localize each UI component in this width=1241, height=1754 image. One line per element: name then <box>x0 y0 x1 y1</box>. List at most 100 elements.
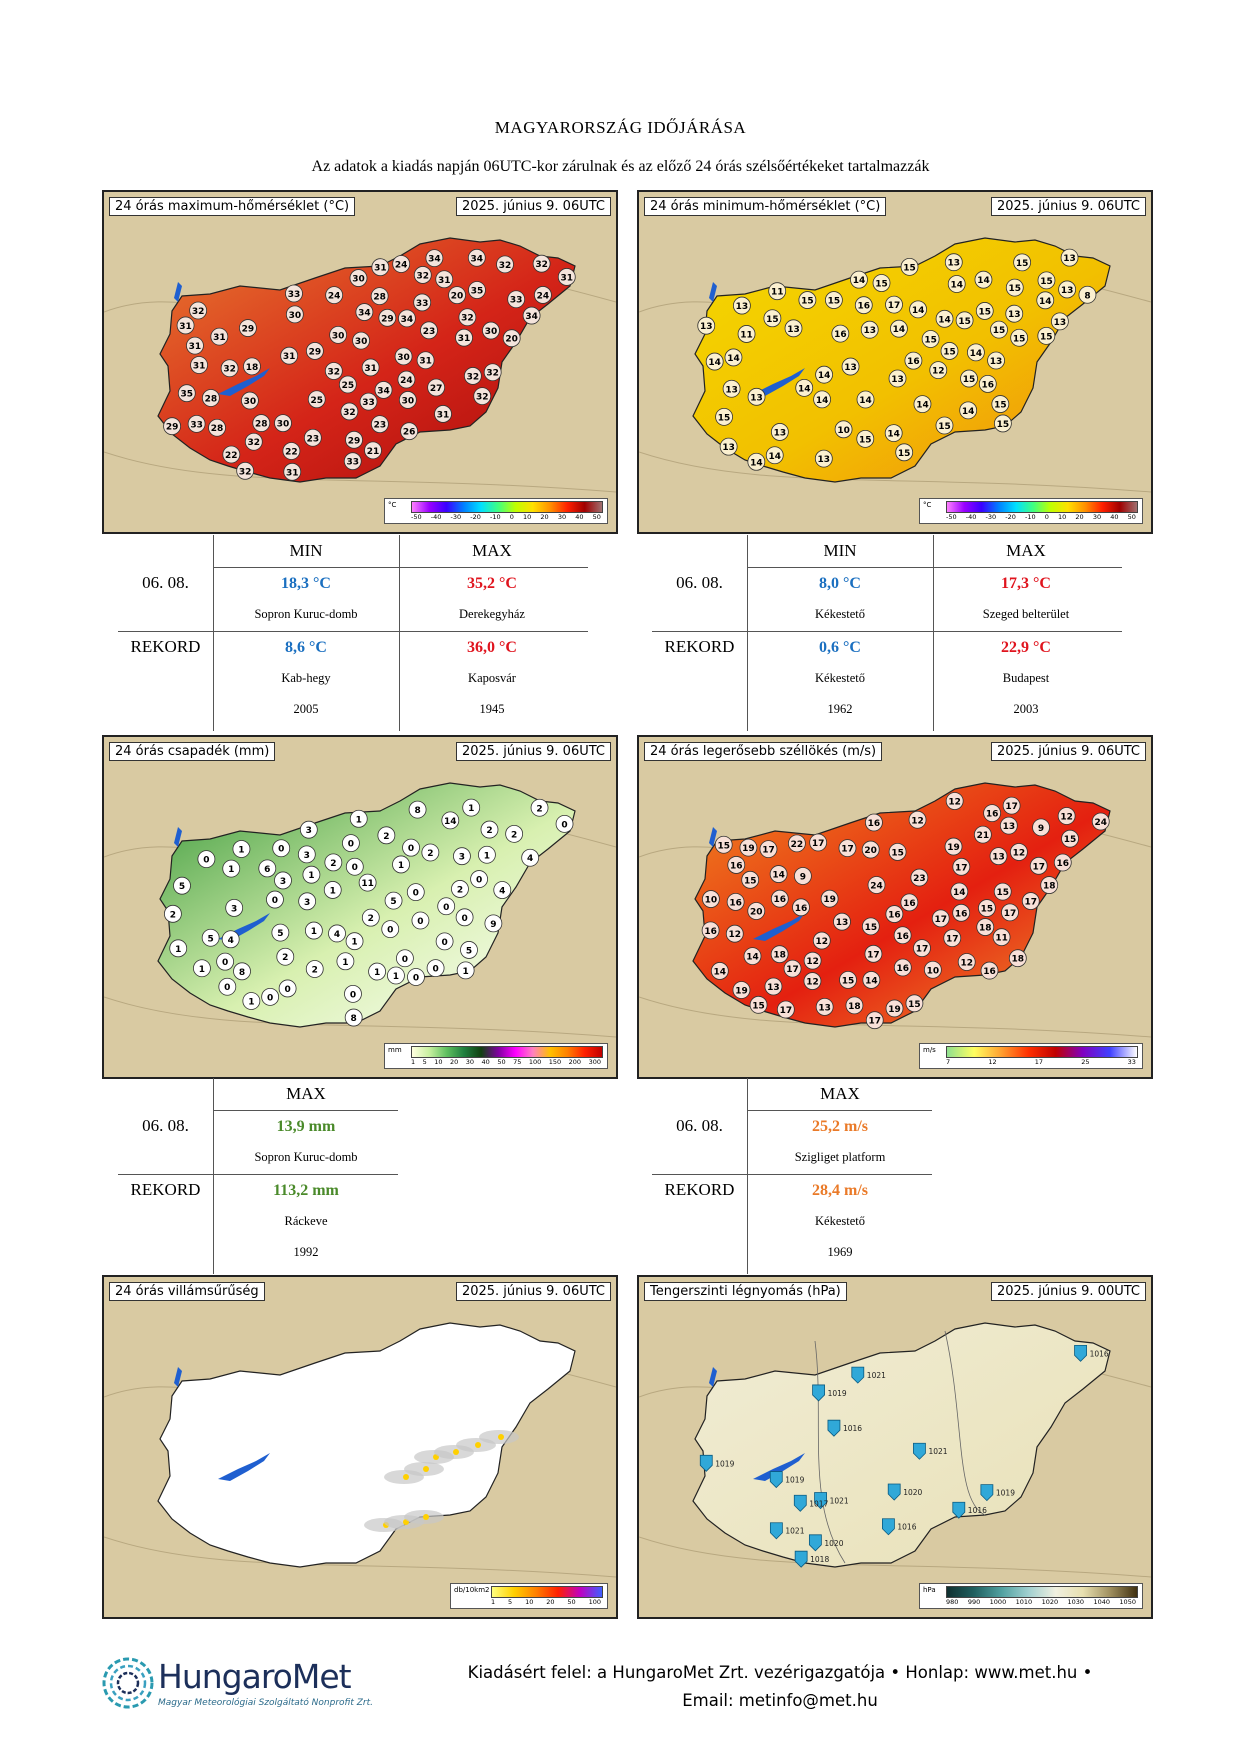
pressure-station: 1016 <box>952 1501 987 1519</box>
station-marker: 11 <box>768 282 787 301</box>
logo-subtitle: Magyar Meteorológiai Szolgáltató Nonprof… <box>158 1698 374 1708</box>
station-value: 5 <box>466 946 472 956</box>
station-marker: 10 <box>923 960 942 979</box>
scale-tick-label: 10 <box>434 1058 443 1066</box>
station-marker: 15 <box>856 429 875 448</box>
station-marker: 14 <box>813 390 831 409</box>
station-marker: 0 <box>216 952 235 971</box>
station-value: 31 <box>561 273 574 283</box>
color-scale: hPa 980 990 1000 1010 1020 1030 1040 1050 <box>919 1583 1143 1609</box>
station-value: 12 <box>960 959 973 969</box>
station-marker: 35 <box>177 384 196 403</box>
station-marker: 32 <box>532 254 551 273</box>
station-value: 10 <box>705 896 718 906</box>
station-value: 29 <box>166 423 179 433</box>
station-marker: 0 <box>342 834 360 853</box>
station-marker: 15 <box>991 395 1010 413</box>
station-value: 31 <box>189 342 202 352</box>
station-value: 14 <box>444 817 457 827</box>
station-marker: 10 <box>702 890 720 908</box>
station-value: 5 <box>208 934 214 944</box>
station-marker: 32 <box>244 432 263 451</box>
station-marker: 32 <box>236 461 255 480</box>
lake-ferto <box>709 282 717 302</box>
station-marker: 27 <box>427 378 446 397</box>
wind-barb-icon <box>793 1494 807 1512</box>
station-marker: 30 <box>241 391 259 410</box>
station-value: 21 <box>367 447 380 457</box>
scale-tick-label: 1010 <box>1015 1598 1033 1606</box>
station-marker: 1 <box>345 932 364 951</box>
scale-tick-label: 30 <box>557 513 567 521</box>
panel-date: 2025. június 9. 06UTC <box>990 197 1146 216</box>
station-value: 22 <box>791 840 804 850</box>
record-min-value: 8,6 °C <box>285 639 327 656</box>
panel-title: 24 órás maximum-hőmérséklet (°C) <box>109 197 356 216</box>
station-value: 2 <box>457 885 463 895</box>
station-marker: 1 <box>302 865 321 884</box>
station-marker: 2 <box>324 853 343 872</box>
hungary-shape: 1019101610161021102110191017102110181019… <box>692 1322 1111 1568</box>
lake-balaton <box>753 1453 805 1481</box>
station-marker: 1 <box>232 840 251 858</box>
station-value: 3 <box>304 898 310 908</box>
station-value: 15 <box>924 335 937 345</box>
scale-tick-label: 980 <box>946 1598 959 1606</box>
station-marker: 17 <box>1029 856 1048 875</box>
station-value: 8 <box>1084 291 1090 301</box>
station-marker: 0 <box>406 883 425 902</box>
date-label: 06. 08. <box>676 573 723 592</box>
station-marker: 21 <box>364 441 382 460</box>
station-marker: 0 <box>411 911 430 930</box>
station-marker: 0 <box>555 814 574 833</box>
station-value: 18 <box>246 363 259 373</box>
station-marker: 14 <box>815 365 833 384</box>
station-value: 32 <box>476 393 489 403</box>
station-value: 1 <box>311 927 317 937</box>
station-marker: 1 <box>478 845 496 864</box>
station-value: 34 <box>471 254 484 264</box>
station-value: 31 <box>193 361 206 371</box>
station-marker: 15 <box>741 870 760 889</box>
panel-title: 24 órás minimum-hőmérséklet (°C) <box>644 197 887 216</box>
station-value: 0 <box>413 889 419 899</box>
station-value: 6 <box>264 865 270 875</box>
station-value: 15 <box>1040 332 1053 342</box>
station-marker: 1 <box>336 952 355 971</box>
station-value: 15 <box>978 307 991 317</box>
station-marker: 15 <box>921 330 940 348</box>
station-marker: 14 <box>974 270 993 289</box>
record-label: REKORD <box>664 1180 735 1199</box>
station-value: 28 <box>205 394 218 404</box>
station-value: 30 <box>277 420 290 430</box>
map-panel-pressure: 1019 1016 1016 1021 1021 1019 1017 1021 1018 1019… <box>637 1275 1153 1619</box>
station-value: 17 <box>780 1006 793 1016</box>
station-marker: 24 <box>867 876 886 894</box>
station-marker: 32 <box>483 363 502 382</box>
station-marker: 5 <box>173 876 191 895</box>
station-value: 0 <box>224 983 230 993</box>
station-value: 14 <box>859 396 872 406</box>
station-marker: 33 <box>413 293 432 312</box>
station-value: 14 <box>953 888 966 898</box>
station-marker: 30 <box>394 347 413 366</box>
wind-barb-icon <box>882 1518 895 1536</box>
lightning-strike <box>498 1434 504 1440</box>
pressure-station: 1020 <box>887 1483 923 1501</box>
station-value: 3 <box>231 904 237 914</box>
station-marker: 33 <box>507 290 526 309</box>
lake-ferto <box>174 1367 182 1387</box>
station-marker: 20 <box>747 902 766 920</box>
scale-tick-label: 30 <box>1092 513 1102 521</box>
station-marker: 14 <box>743 947 762 966</box>
record-max-year: 2003 <box>1013 702 1039 716</box>
station-marker: 2 <box>451 880 469 898</box>
station-marker: 32 <box>340 402 359 421</box>
station-marker: 23 <box>910 868 929 887</box>
station-marker: 31 <box>435 270 454 289</box>
station-marker: 33 <box>187 414 206 433</box>
max-header: MAX <box>286 1084 326 1103</box>
panel-title: 24 órás csapadék (mm) <box>109 742 276 761</box>
station-value: 31 <box>438 276 451 286</box>
station-marker: 3 <box>299 820 318 839</box>
